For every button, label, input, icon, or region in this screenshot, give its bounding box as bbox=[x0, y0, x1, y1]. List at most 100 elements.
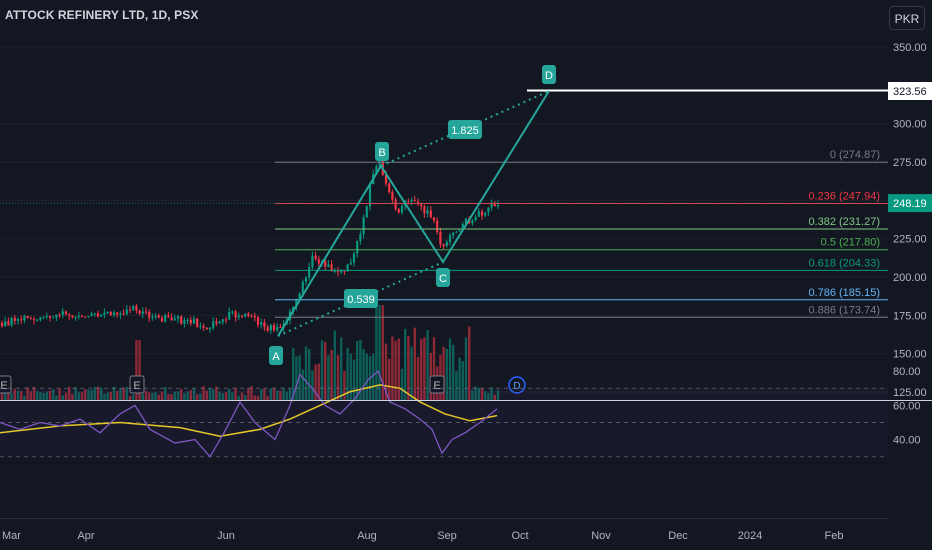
candle-body bbox=[394, 199, 397, 210]
time-axis-label: Apr bbox=[77, 530, 94, 542]
volume-bar bbox=[58, 388, 61, 400]
candle-body bbox=[141, 311, 144, 314]
candle-body bbox=[64, 311, 68, 315]
candle-body bbox=[477, 211, 480, 217]
volume-bar bbox=[404, 328, 407, 400]
volume-bar bbox=[20, 391, 23, 400]
volume-bar bbox=[138, 340, 141, 400]
volume-bar bbox=[304, 346, 308, 400]
price-candles bbox=[0, 157, 500, 335]
candle-body bbox=[423, 206, 426, 214]
candle-body bbox=[202, 325, 205, 328]
candle-body bbox=[132, 305, 135, 310]
volume-bar bbox=[234, 387, 237, 400]
price-axis-tick: 350.00 bbox=[893, 42, 927, 54]
volume-bar bbox=[0, 391, 4, 400]
candle-body bbox=[215, 321, 218, 324]
volume-bar bbox=[253, 395, 256, 400]
fib-level-label: 0.5 (217.80) bbox=[821, 237, 880, 249]
candle-body bbox=[122, 313, 125, 315]
candle-body bbox=[10, 317, 13, 326]
point-label-badge[interactable] bbox=[542, 65, 556, 84]
volume-bar bbox=[132, 394, 135, 400]
volume-bar bbox=[183, 393, 186, 400]
point-label-a: A bbox=[272, 351, 280, 363]
volume-bar bbox=[426, 329, 429, 400]
candle-body bbox=[192, 318, 196, 324]
volume-bar bbox=[359, 339, 362, 400]
ratio-badge[interactable] bbox=[448, 120, 482, 139]
volume-bar bbox=[468, 326, 471, 400]
time-axis-label: Mar bbox=[2, 530, 21, 542]
volume-bar bbox=[292, 348, 295, 400]
volume-bar bbox=[311, 370, 314, 400]
candle-body bbox=[116, 312, 119, 315]
volume-bar bbox=[375, 305, 378, 400]
earnings-marker[interactable] bbox=[129, 375, 145, 394]
price-axis-tick: 225.00 bbox=[893, 234, 927, 246]
volume-bar bbox=[276, 390, 279, 400]
point-label-badge[interactable] bbox=[436, 268, 450, 287]
candle-body bbox=[208, 327, 212, 330]
volume-bar bbox=[231, 392, 234, 400]
volume-bar bbox=[218, 391, 221, 400]
candle-body bbox=[144, 311, 148, 313]
volume-bar bbox=[141, 393, 144, 400]
candle-body bbox=[189, 319, 192, 324]
volume-bar bbox=[122, 387, 125, 400]
volume-bar bbox=[397, 338, 400, 400]
volume-bar bbox=[295, 356, 298, 400]
candle-body bbox=[487, 207, 490, 213]
candle-body bbox=[240, 315, 244, 317]
candle-body bbox=[125, 309, 128, 315]
volume-bar bbox=[410, 346, 413, 400]
volume-bars bbox=[0, 305, 500, 400]
currency-button[interactable]: PKR bbox=[889, 6, 925, 30]
volume-bar bbox=[420, 338, 423, 400]
candle-body bbox=[160, 317, 164, 322]
candle-body bbox=[480, 211, 484, 216]
dividend-marker[interactable] bbox=[508, 376, 526, 394]
volume-bar bbox=[119, 388, 122, 400]
candle-body bbox=[426, 210, 429, 214]
volume-bar bbox=[80, 392, 84, 400]
volume-bar bbox=[77, 392, 80, 400]
abcd-pattern[interactable]: A B C D 1.825 0.539 bbox=[269, 65, 556, 365]
volume-bar bbox=[301, 369, 304, 400]
volume-bar bbox=[116, 391, 119, 400]
candle-body bbox=[317, 259, 320, 264]
price-axis-tick: 175.00 bbox=[893, 310, 927, 322]
volume-bar bbox=[39, 392, 42, 400]
candle-body bbox=[135, 305, 138, 311]
volume-bar bbox=[112, 386, 116, 400]
volume-bar bbox=[352, 359, 356, 400]
volume-bar bbox=[164, 387, 167, 400]
volume-bar bbox=[413, 327, 416, 400]
volume-bar bbox=[442, 346, 445, 400]
time-axis-label: Sep bbox=[437, 530, 457, 542]
volume-bar bbox=[391, 336, 394, 400]
candle-body bbox=[343, 270, 346, 272]
candle-body bbox=[196, 318, 199, 327]
point-label-badge[interactable] bbox=[375, 142, 389, 161]
volume-bar bbox=[455, 371, 458, 400]
candle-body bbox=[176, 316, 180, 319]
candle-body bbox=[336, 270, 340, 273]
ratio-badge[interactable] bbox=[344, 289, 378, 308]
candle-body bbox=[247, 313, 250, 316]
point-label-d: D bbox=[545, 70, 553, 82]
volume-bar bbox=[148, 392, 151, 400]
abcd-legs[interactable] bbox=[277, 90, 550, 337]
point-label-badge[interactable] bbox=[269, 346, 283, 365]
volume-bar bbox=[256, 395, 260, 400]
volume-bar bbox=[221, 392, 224, 400]
candle-body bbox=[375, 166, 378, 175]
volume-bar bbox=[314, 364, 317, 400]
price-axis-tick: 125.00 bbox=[893, 387, 927, 399]
volume-bar bbox=[247, 388, 250, 400]
volume-bar bbox=[16, 390, 20, 400]
candle-body bbox=[490, 202, 493, 208]
candle-body bbox=[298, 292, 301, 300]
candle-body bbox=[410, 200, 413, 202]
